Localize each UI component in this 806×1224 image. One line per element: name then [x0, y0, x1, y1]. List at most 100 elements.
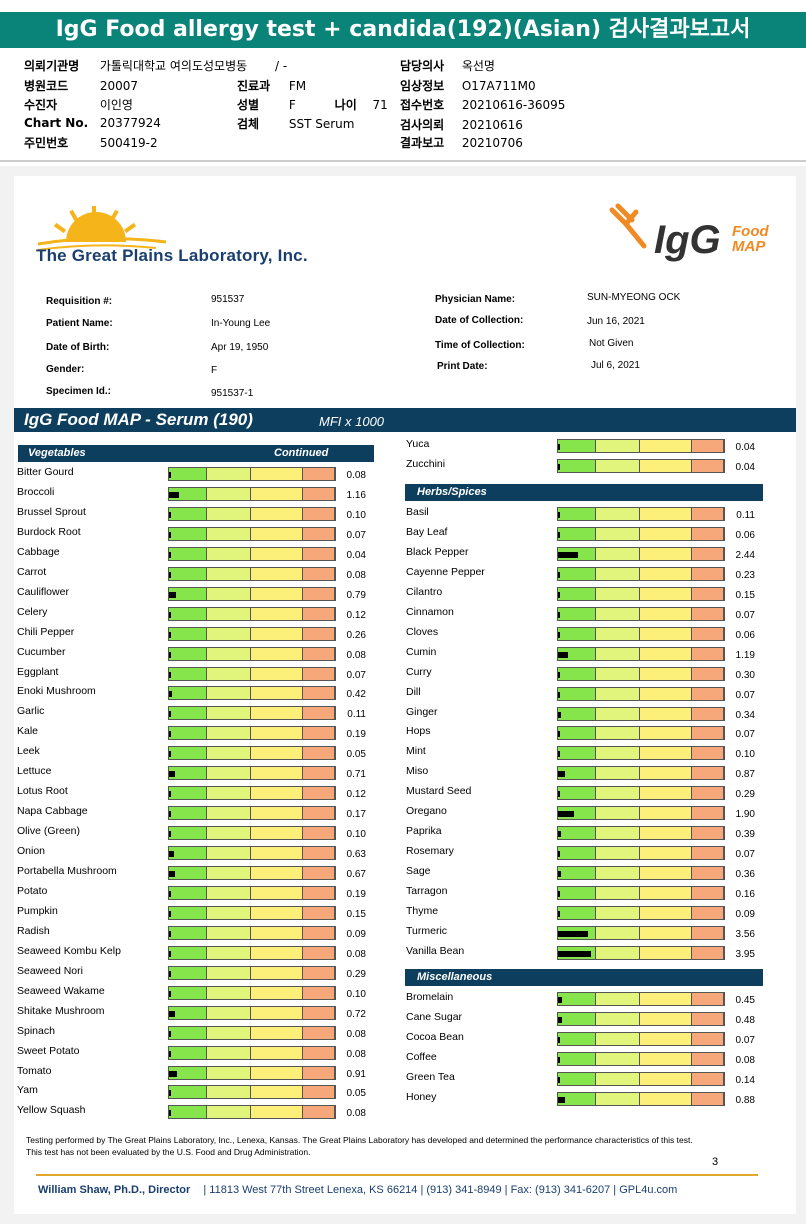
bar-zone: [206, 747, 251, 760]
page-number: 3: [712, 1156, 719, 1168]
food-bar: [557, 686, 725, 701]
food-value: 0.05: [346, 1088, 366, 1100]
food-bar-fill: [558, 531, 560, 538]
bar-zone: [640, 508, 693, 520]
bar-zone: [595, 787, 640, 800]
bar-zone: [169, 787, 207, 800]
bar-zone: [595, 847, 640, 860]
doctor-value: 옥선명: [461, 59, 495, 73]
food-row: Lotus Root 0.12: [17, 785, 377, 805]
food-bar-fill: [169, 531, 171, 538]
bar-zone: [692, 727, 724, 740]
food-name: Cauliflower: [17, 585, 69, 598]
header-divider: [0, 160, 806, 162]
food-value: 0.17: [346, 809, 366, 821]
print-date-value: Jul 6, 2021: [591, 360, 640, 371]
bar-zone: [595, 993, 640, 1005]
food-bar-fill: [558, 591, 560, 598]
bar-zone: [303, 867, 335, 879]
food-row: Turmeric 3.56: [406, 925, 766, 945]
food-bar: [168, 626, 336, 641]
results-band: IgG Food MAP - Serum (190) MFI x 1000: [14, 408, 796, 432]
bar-zone: [251, 587, 304, 600]
bar-zone: [640, 587, 693, 600]
bar-zone: [303, 986, 335, 999]
bar-zone: [558, 1072, 596, 1085]
igg-logo-subtitle: Food MAP: [732, 224, 769, 254]
food-bar: [168, 586, 336, 601]
food-bar-fill: [169, 472, 171, 478]
bar-zone: [251, 707, 304, 720]
bar-zone: [251, 507, 304, 520]
food-bar-fill: [169, 950, 171, 957]
food-bar-fill: [169, 711, 171, 718]
food-bar: [557, 846, 725, 861]
food-name: Bromelain: [406, 991, 454, 1003]
receipt-value: 20210616-36095: [461, 98, 566, 112]
food-bar: [557, 706, 725, 721]
bar-zone: [558, 727, 596, 740]
food-name: Spinach: [17, 1024, 55, 1037]
bar-zone: [640, 993, 693, 1005]
bar-zone: [251, 547, 304, 560]
bar-zone: [692, 787, 724, 800]
bar-zone: [640, 867, 693, 880]
bar-zone: [692, 767, 724, 780]
food-bar-fill: [558, 1096, 566, 1103]
bar-zone: [692, 1012, 724, 1025]
food-value: 0.04: [346, 549, 366, 561]
food-bar-fill: [558, 444, 560, 450]
bar-zone: [169, 926, 207, 939]
food-name: Sweet Potato: [17, 1044, 80, 1057]
food-row: Potato 0.19: [17, 885, 377, 905]
food-bar: [168, 925, 336, 940]
food-bar: [168, 885, 336, 900]
food-bar: [557, 866, 725, 881]
chart-label: Chart No.: [24, 116, 89, 130]
food-value: 0.08: [346, 569, 366, 581]
food-bar: [168, 686, 336, 701]
bar-zone: [692, 907, 724, 919]
bar-zone: [640, 607, 693, 620]
food-row: Seaweed Kombu Kelp 0.08: [17, 945, 377, 965]
bar-zone: [169, 527, 207, 540]
bar-zone: [251, 867, 304, 879]
food-row: Eggplant 0.07: [17, 666, 377, 686]
bar-zone: [303, 807, 335, 820]
food-row: Bay Leaf 0.06: [406, 526, 766, 546]
food-bar-fill: [169, 851, 175, 858]
bar-zone: [251, 687, 304, 700]
bar-zone: [640, 847, 693, 860]
footer-note: Testing performed by The Great Plains La…: [26, 1135, 693, 1157]
food-name: Cilantro: [406, 585, 443, 598]
food-row: Cocoa Bean 0.07: [406, 1031, 766, 1051]
bar-zone: [595, 440, 640, 452]
food-name: Cloves: [406, 625, 439, 638]
food-row: Cauliflower 0.79: [17, 586, 377, 606]
food-name: Cumin: [406, 645, 437, 658]
bar-zone: [640, 727, 693, 740]
doctor-label: 담당의사: [400, 59, 445, 73]
bar-zone: [251, 986, 304, 999]
receipt-label: 접수번호: [400, 98, 445, 112]
food-bar-fill: [169, 970, 172, 977]
dob-label: Date of Birth:: [46, 342, 110, 353]
food-value: 0.07: [735, 849, 755, 861]
food-name: Potato: [17, 884, 48, 897]
hospital-code-row: 병원코드 20007: [24, 77, 138, 94]
food-bar-fill: [558, 771, 566, 778]
food-row: Curry 0.30: [406, 666, 766, 686]
food-name: Portabella Mushroom: [17, 865, 117, 877]
request-label: 검사의뢰: [400, 118, 445, 132]
food-bar-fill: [169, 1010, 175, 1017]
bar-zone: [251, 827, 304, 840]
food-bar: [168, 1085, 336, 1100]
food-bar-fill: [169, 671, 171, 678]
food-bar: [168, 526, 336, 541]
bar-zone: [206, 827, 251, 840]
food-bar-fill: [558, 930, 588, 937]
food-value: 0.63: [346, 849, 366, 861]
food-row: Garlic 0.11: [17, 705, 377, 725]
bar-zone: [169, 727, 207, 740]
food-name: Cocoa Bean: [406, 1030, 464, 1043]
